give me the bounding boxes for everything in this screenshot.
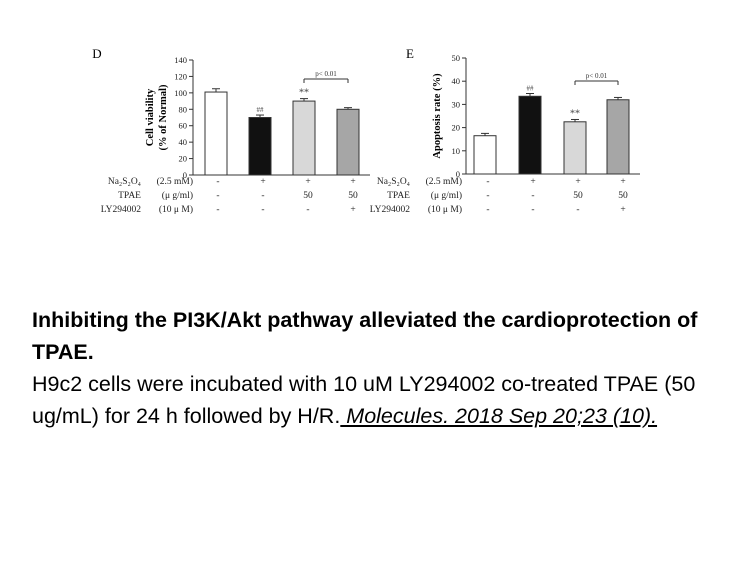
panel-d-bar [248, 117, 272, 176]
panel-d-row-cell: - [306, 205, 309, 215]
panel-d-row-cell: - [216, 205, 219, 215]
panel-e-row-cell: 50 [618, 191, 628, 201]
panel-e-row-unit: (10 μ M) [428, 204, 462, 215]
panel-e-y-tick-label: 50 [452, 53, 461, 63]
panel-d-row-cell: + [305, 177, 310, 187]
panel-e-row-cell: + [575, 177, 580, 187]
panel-e-y-tick-label: 0 [456, 169, 460, 179]
panel-e-row-unit: (μ g/ml) [431, 190, 462, 201]
panel-d-y-tick-label: 60 [179, 121, 188, 131]
panel-d-y-title-line2: (% of Normal) [158, 84, 169, 150]
panel-e-bar [473, 135, 497, 175]
panel-e-row-cell: - [576, 205, 579, 215]
panel-d-row-cell: - [216, 191, 219, 201]
panel-d-row-unit: (10 μ M) [159, 204, 193, 215]
panel-e-row-name: TPAE [387, 191, 410, 201]
panel-e-significance-marker: ## [527, 84, 535, 92]
panel-e-y-title: Apoptosis rate (%) [432, 73, 443, 159]
panel-e-row-name: Na₂S₂O₄ [377, 177, 410, 187]
panel-d-y-tick-label: 120 [174, 71, 187, 81]
panel-d-row-name: LY294002 [101, 205, 141, 215]
panel-e-row-cell: - [486, 177, 489, 187]
panel-d-significance-marker: ** [299, 88, 309, 99]
caption-title: Inhibiting the PI3K/Akt pathway alleviat… [32, 308, 698, 364]
panel-d-bar [336, 108, 360, 176]
panel-d-bar [292, 100, 316, 176]
panel-e-y-tick-label: 20 [452, 123, 461, 133]
panel-d-row-name: TPAE [118, 191, 141, 201]
panel-e-row-cell: + [530, 177, 535, 187]
panel-d-row-cell: - [261, 205, 264, 215]
panel-e-row-cell: + [620, 205, 625, 215]
panel-d-row-cell: 50 [303, 191, 313, 201]
panel-e-row-cell: - [531, 191, 534, 201]
panel-d-label: D [92, 46, 101, 61]
panel-d-y-tick-label: 40 [179, 137, 188, 147]
panel-e-row-name: LY294002 [370, 205, 410, 215]
panel-d-row-cell: 50 [348, 191, 358, 201]
panel-d-y-title-line1: Cell viability [145, 88, 156, 146]
panel-e-row-cell: - [531, 205, 534, 215]
panel-e-label: E [406, 46, 414, 61]
panel-d-row-cell: - [216, 177, 219, 187]
panel-e-bar [518, 95, 542, 175]
panel-d-row-unit: (μ g/ml) [162, 190, 193, 201]
panel-e-row-unit: (2.5 mM) [426, 176, 462, 187]
panel-e-row-cell: - [486, 205, 489, 215]
panel-d-bar [204, 91, 228, 176]
panel-d-row-cell: + [260, 177, 265, 187]
panel-e-row-cell: - [486, 191, 489, 201]
panel-e-y-tick-label: 10 [452, 146, 461, 156]
citation-link[interactable]: Molecules. 2018 Sep 20;23 (10). [340, 404, 658, 428]
panel-d-row-cell: - [261, 191, 264, 201]
caption-body: H9c2 cells were incubated with 10 uM LY2… [32, 372, 696, 428]
panel-d-bracket-label: p< 0.01 [315, 70, 337, 78]
panel-d-row-unit: (2.5 mM) [157, 176, 193, 187]
panel-d-row-cell: + [350, 205, 355, 215]
panel-d-y-tick-label: 20 [179, 154, 188, 164]
panel-d-y-tick-label: 100 [174, 88, 187, 98]
panel-d-y-tick-label: 140 [174, 55, 187, 65]
panel-e-bracket-label: p< 0.01 [586, 72, 608, 80]
panel-d-y-tick-label: 80 [179, 104, 188, 114]
panel-e-significance-marker: ** [570, 108, 580, 119]
panel-e-row-cell: + [620, 177, 625, 187]
panel-e-bar [606, 99, 630, 175]
panel-d-significance-marker: ## [257, 106, 265, 114]
panel-e-bar [563, 121, 587, 175]
panel-e-y-tick-label: 40 [452, 76, 461, 86]
figure-caption: Inhibiting the PI3K/Akt pathway alleviat… [32, 304, 747, 432]
panel-d-row-name: Na₂S₂O₄ [108, 177, 141, 187]
panel-e-row-cell: 50 [573, 191, 583, 201]
panel-e-y-tick-label: 30 [452, 99, 461, 109]
panel-d-y-tick-label: 0 [183, 170, 187, 180]
panel-d-row-cell: + [350, 177, 355, 187]
